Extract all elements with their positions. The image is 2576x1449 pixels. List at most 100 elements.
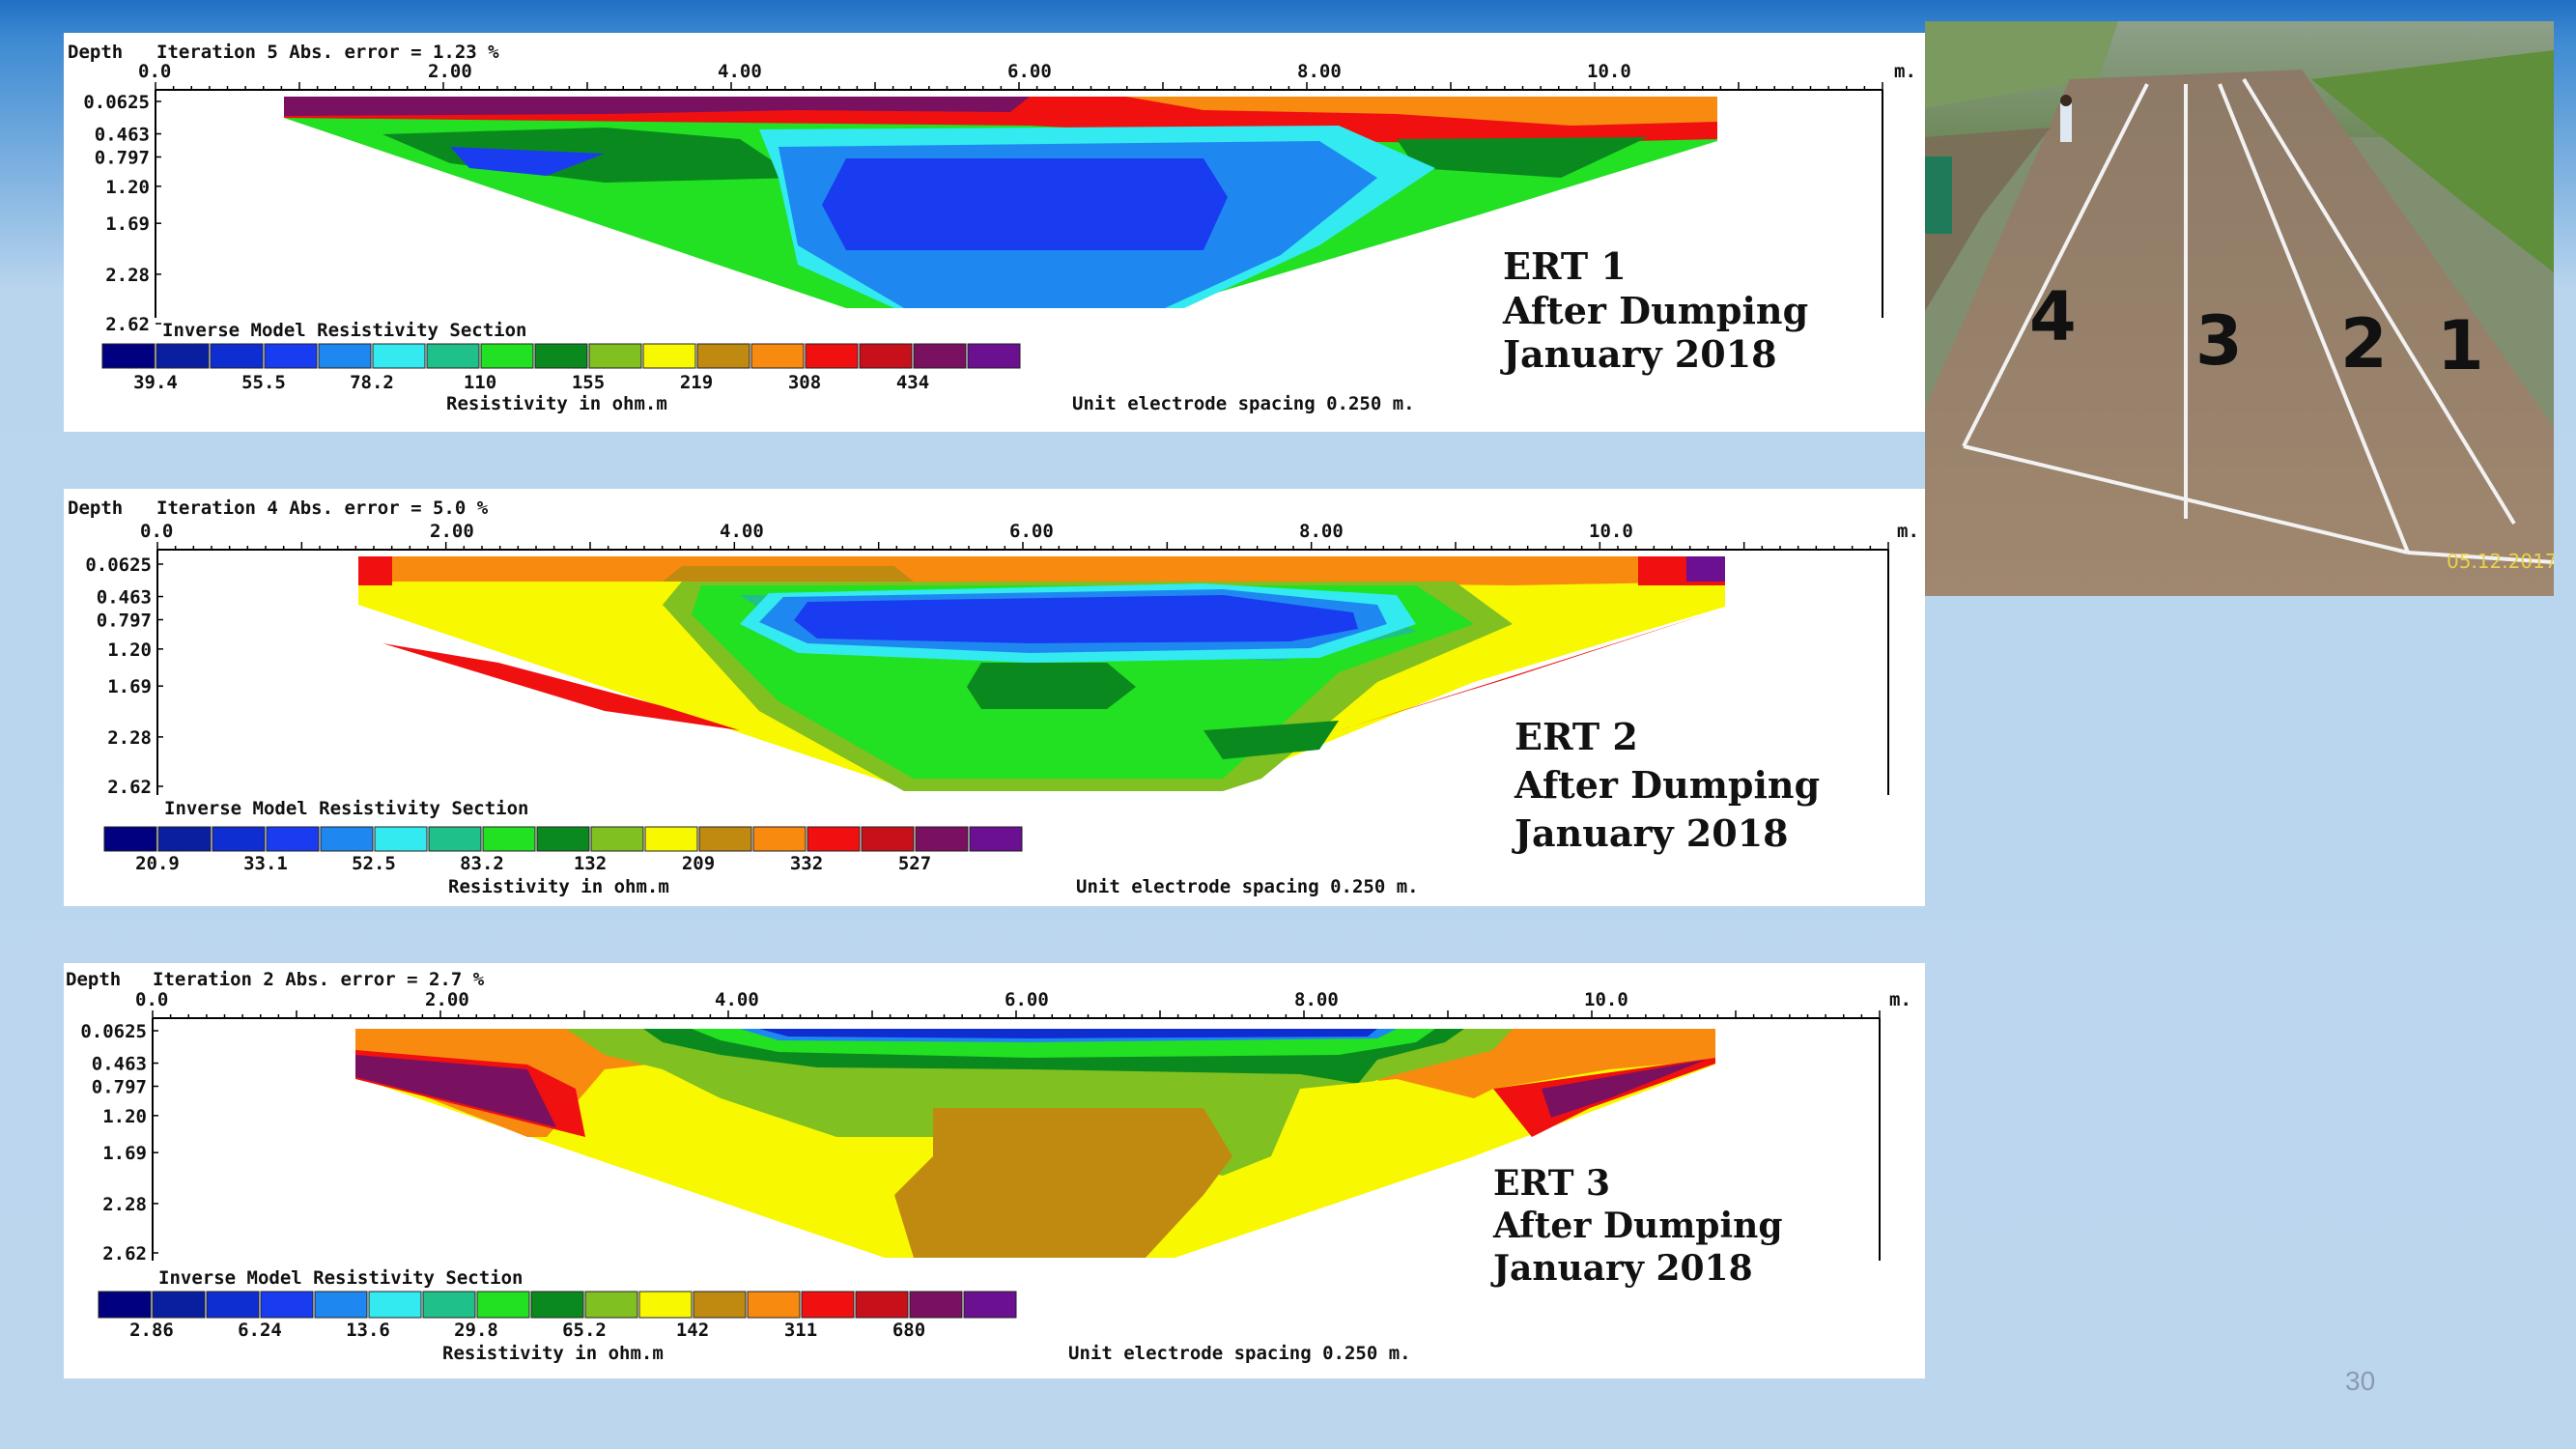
legend-value: 13.6 xyxy=(346,1320,390,1341)
electrode-spacing: Unit electrode spacing 0.250 m. xyxy=(1072,393,1415,414)
legend-value: 155 xyxy=(572,372,605,393)
legend-swatch xyxy=(482,826,536,852)
legend-swatch xyxy=(752,826,807,852)
legend-swatch xyxy=(368,1291,422,1319)
lane-label-3: 3 xyxy=(2195,301,2243,381)
legend-value: 55.5 xyxy=(241,372,286,393)
legend-swatch xyxy=(909,1291,963,1319)
legend-unit: Resistivity in ohm.m xyxy=(448,876,669,897)
depth-tick-label: 2.62 xyxy=(102,1243,147,1264)
legend-swatch xyxy=(967,343,1021,369)
ert-section-chart-3: Depth Iteration 2 Abs. error = 2.7 % m. … xyxy=(66,969,1911,1364)
x-tick-label: 10.0 xyxy=(1589,521,1633,542)
iteration-label: Iteration 4 Abs. error = 5.0 % xyxy=(156,497,489,519)
x-tick-label: 10.0 xyxy=(1584,989,1628,1010)
legend-value: 52.5 xyxy=(352,853,396,874)
legend-swatch xyxy=(861,826,915,852)
legend-swatch xyxy=(584,1291,638,1319)
x-tick-label: 0.0 xyxy=(135,989,168,1010)
legend-value: 39.4 xyxy=(133,372,178,393)
depth-tick-label: 1.69 xyxy=(107,676,152,697)
x-tick-label: 4.00 xyxy=(720,521,764,542)
ert-date-3: January 2018 xyxy=(1490,1248,1753,1289)
page-number: 30 xyxy=(2345,1366,2376,1396)
section-title: Inverse Model Resistivity Section xyxy=(162,320,527,341)
ert-section-chart-2: Depth Iteration 4 Abs. error = 5.0 % m. … xyxy=(68,497,1919,897)
depth-label: Depth xyxy=(68,42,123,63)
x-tick-label: 0.0 xyxy=(140,521,173,542)
legend-value: 83.2 xyxy=(460,853,504,874)
depth-tick-label: 0.463 xyxy=(92,1054,147,1075)
depth-tick-label: 2.28 xyxy=(107,727,152,749)
legend-value: 33.1 xyxy=(243,853,288,874)
depth-tick-label: 0.463 xyxy=(97,587,152,609)
legend-swatch xyxy=(534,343,588,369)
x-tick-label: 10.0 xyxy=(1587,61,1631,82)
depth-tick-label: 1.20 xyxy=(105,177,150,198)
legend-swatch xyxy=(750,343,805,369)
x-tick-label: 6.00 xyxy=(1009,521,1054,542)
legend-swatch xyxy=(480,343,534,369)
legend-swatch xyxy=(374,826,428,852)
legend-swatch xyxy=(698,826,752,852)
depth-tick-label: 2.62 xyxy=(105,314,150,335)
ert-panel-3: Depth Iteration 2 Abs. error = 2.7 % m. … xyxy=(64,963,1925,1378)
legend-unit: Resistivity in ohm.m xyxy=(442,1343,664,1364)
legend-swatch xyxy=(805,343,859,369)
depth-tick-label: 0.797 xyxy=(97,611,152,632)
depth-tick-label: 1.20 xyxy=(102,1106,147,1127)
legend-value: 65.2 xyxy=(562,1320,607,1341)
x-tick-label: 6.00 xyxy=(1005,989,1049,1010)
x-tick-label: 2.00 xyxy=(428,61,472,82)
legend-swatch xyxy=(859,343,913,369)
lane-label-4: 4 xyxy=(2029,277,2077,356)
electrode-spacing: Unit electrode spacing 0.250 m. xyxy=(1068,1343,1411,1364)
x-tick-label: 2.00 xyxy=(425,989,469,1010)
x-tick-label: 4.00 xyxy=(718,61,762,82)
ert-date-2: January 2018 xyxy=(1512,811,1789,855)
legend-swatch xyxy=(693,1291,747,1319)
legend-swatch xyxy=(206,1291,260,1319)
x-tick-label: 4.00 xyxy=(715,989,759,1010)
x-unit: m. xyxy=(1897,521,1919,542)
ert-title-2: ERT 2 xyxy=(1514,715,1638,758)
legend-swatch xyxy=(530,1291,584,1319)
depth-tick-label: 0.797 xyxy=(92,1077,147,1098)
iteration-label: Iteration 2 Abs. error = 2.7 % xyxy=(153,969,485,990)
legend-value: 311 xyxy=(784,1320,817,1341)
legend-swatch xyxy=(156,343,210,369)
ert-subtitle-1: After Dumping xyxy=(1502,289,1808,332)
depth-tick-label: 2.28 xyxy=(102,1194,147,1215)
depth-tick-label: 0.463 xyxy=(95,125,150,146)
field-photo-illustration: 4 3 2 1 05.12.2017 xyxy=(1925,21,2554,596)
legend-swatch xyxy=(642,343,696,369)
resistivity-section-1 xyxy=(284,97,1717,308)
legend-swatch xyxy=(638,1291,693,1319)
x-unit: m. xyxy=(1894,61,1916,82)
depth-tick-label: 0.0625 xyxy=(83,92,150,113)
depth-tick-label: 0.0625 xyxy=(85,554,152,576)
ert-panel-2: Depth Iteration 4 Abs. error = 5.0 % m. … xyxy=(64,489,1925,906)
depth-tick-label: 1.20 xyxy=(107,639,152,661)
legend-swatch xyxy=(476,1291,530,1319)
legend-swatch xyxy=(98,1291,152,1319)
depth-tick-label: 1.69 xyxy=(102,1143,147,1164)
legend-value: 110 xyxy=(464,372,496,393)
legend-value: 6.24 xyxy=(238,1320,282,1341)
depth-label: Depth xyxy=(68,497,123,519)
legend-value: 332 xyxy=(790,853,823,874)
legend-swatch xyxy=(266,826,320,852)
lane-label-2: 2 xyxy=(2340,304,2388,384)
section-title: Inverse Model Resistivity Section xyxy=(164,798,529,819)
ert-subtitle-3: After Dumping xyxy=(1492,1206,1783,1246)
legend-value: 132 xyxy=(574,853,607,874)
depth-tick-label: 0.0625 xyxy=(80,1021,147,1042)
photo-date-stamp: 05.12.2017 xyxy=(2447,550,2554,573)
legend-swatch xyxy=(422,1291,476,1319)
legend-value: 219 xyxy=(680,372,713,393)
legend-swatch xyxy=(588,343,642,369)
legend-value: 78.2 xyxy=(350,372,394,393)
iteration-label: Iteration 5 Abs. error = 1.23 % xyxy=(156,42,499,63)
legend-swatch xyxy=(314,1291,368,1319)
depth-tick-label: 1.69 xyxy=(105,213,150,235)
